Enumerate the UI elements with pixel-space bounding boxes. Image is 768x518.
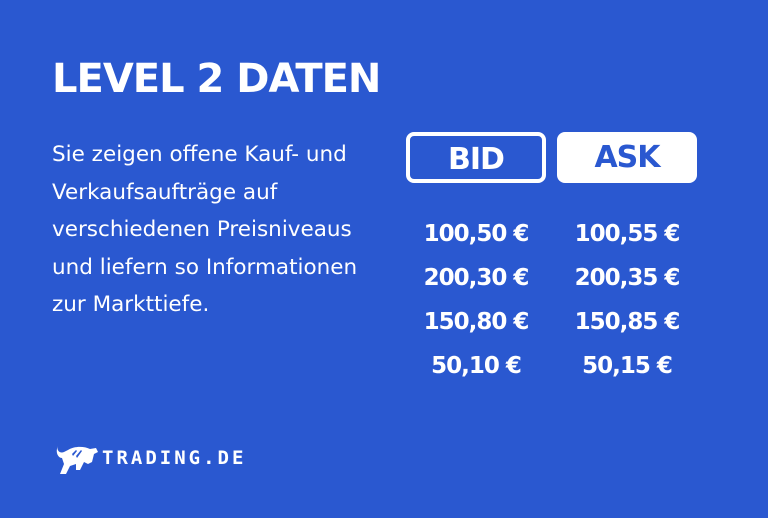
- ask-header: ASK: [557, 132, 697, 183]
- ask-value: 200,35 €: [574, 265, 681, 291]
- ask-value: 150,85 €: [574, 309, 681, 335]
- bid-column: BID 100,50 € 200,30 € 150,80 € 50,10 €: [406, 132, 546, 418]
- logo-text: TRADING.DE: [102, 447, 247, 469]
- trading-de-logo: TRADING.DE: [54, 440, 246, 476]
- ask-value: 50,15 €: [582, 353, 673, 379]
- page-title: LEVEL 2 DATEN: [52, 56, 381, 102]
- ask-column: ASK 100,55 € 200,35 € 150,85 € 50,15 €: [557, 132, 697, 418]
- bid-value: 150,80 €: [423, 309, 530, 335]
- bid-value: 50,10 €: [431, 353, 522, 379]
- bull-icon: [56, 446, 98, 474]
- bid-value: 100,50 €: [423, 221, 530, 247]
- ask-value: 100,55 €: [574, 221, 681, 247]
- bid-value: 200,30 €: [423, 265, 530, 291]
- bid-header: BID: [406, 132, 546, 183]
- description: Sie zeigen offene Kauf- und Verkaufsauft…: [52, 142, 358, 318]
